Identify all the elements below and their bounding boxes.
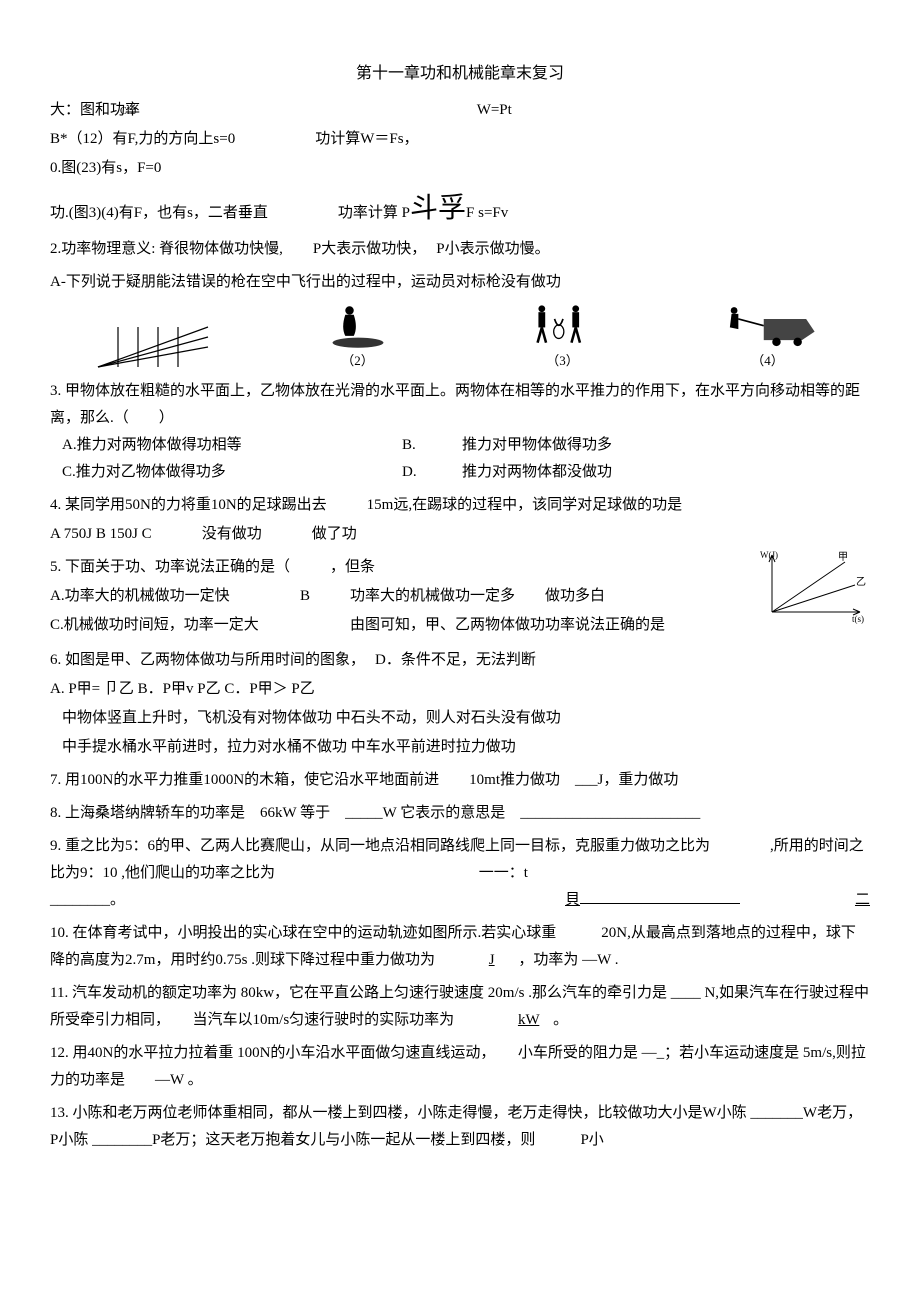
q6-line1: 中物体竖直上升时，飞机没有对物体做功 中石头不动，则人对石头没有做功 <box>50 705 870 732</box>
q9-line2-right: 二 <box>855 887 870 914</box>
q9-line2-left: ________。 <box>50 887 125 914</box>
q6: 6. 如图是甲、乙两物体做功与所用时间的图象， D．条件不足，无法判断 <box>50 647 870 674</box>
drawing-4: （4） <box>698 302 838 372</box>
chart-label-yi: 乙 <box>856 576 866 588</box>
drawing-2-cap: （2） <box>341 349 374 372</box>
q4-opts: A 750J B 150J C 没有做功 做了功 <box>50 521 870 548</box>
q4-opts-c: 没有做功 <box>202 521 262 548</box>
q5b-label: B <box>300 583 350 610</box>
row1-right: W=Pt <box>477 97 512 124</box>
q6-line2: 中手提水桶水平前进时，拉力对水桶不做功 中车水平前进时拉力做功 <box>50 734 870 761</box>
row-6: A-下列说于疑朋能法错误的枪在空中飞行出的过程中，运动员对标枪没有做功 <box>50 269 870 296</box>
q6d: D．条件不足，无法判断 <box>375 647 536 674</box>
q10-j: J <box>489 952 495 968</box>
row1-sup: CLJ <box>120 103 137 121</box>
q11: 11. 汽车发动机的额定功率为 80kw，它在平直公路上匀速行驶速度 20m/s… <box>50 980 870 1034</box>
chart-label-jia: 甲 <box>838 552 848 563</box>
row-4: 功.(图3)(4)有F，也有s，二者垂直 功率计算 P 斗孚 F s=Fv <box>50 184 870 234</box>
page-title: 第十一章功和机械能章末复习 <box>50 60 870 89</box>
q10-tail: ，功率为 —W . <box>518 952 618 968</box>
q5a: A.功率大的机械做功一定快 <box>50 583 300 610</box>
q5-opts-row1: A.功率大的机械做功一定快 B 功率大的机械做功一定多 做功多白 <box>50 583 750 610</box>
q5: 5. 下面关于功、功率说法正确的是（ ，但条 <box>50 554 750 581</box>
q5b-tail: 做功多白 <box>545 583 605 610</box>
row5-right: P小表示做功慢。 <box>436 236 549 263</box>
q4: 4. 某同学用50N的力将重10N的足球踢出去 15m远,在踢球的过程中，该同学… <box>50 492 870 519</box>
row4-mid: 功率计算 P <box>338 200 410 227</box>
row4-right: F s=Fv <box>466 200 508 227</box>
q10: 10. 在体育考试中，小明投出的实心球在空中的运动轨迹如图所示.若实心球重 20… <box>50 920 870 974</box>
row5-left: 2.功率物理意义: 脊很物体做功快慢, <box>50 236 283 263</box>
row-5: 2.功率物理意义: 脊很物体做功快慢, P大表示做功快， P小表示做功慢。 <box>50 236 870 263</box>
q3-opts-row2: C.推力对乙物体做得功多 D. 推力对两物体都没做功 <box>50 459 870 486</box>
q3b: 推力对甲物体做得功多 <box>462 432 612 459</box>
drawings-row: （2） （3） （4） <box>50 302 870 372</box>
row2-left: B*（12）有F,力的方向上s=0 <box>50 126 235 153</box>
q3a: A.推力对两物体做得功相等 <box>62 432 402 459</box>
drawing-1 <box>83 302 223 372</box>
drawing-3-cap: （3） <box>546 349 579 372</box>
q6-left: 6. 如图是甲、乙两物体做功与所用时间的图象， <box>50 647 365 674</box>
q5-comma: ，但条 <box>330 554 375 581</box>
q5b: 功率大的机械做功一定多 <box>350 583 515 610</box>
q8: 8. 上海桑塔纳牌轿车的功率是 66kW 等于 _____W 它表示的意思是 _… <box>50 800 870 827</box>
q4-left: 4. 某同学用50N的力将重10N的足球踢出去 <box>50 492 327 519</box>
q3c: C.推力对乙物体做得功多 <box>62 459 402 486</box>
row4-left: 功.(图3)(4)有F，也有s，二者垂直 <box>50 200 268 227</box>
q5-left: 5. 下面关于功、功率说法正确的是（ <box>50 554 290 581</box>
drawing-2: （2） <box>288 302 428 372</box>
q7: 7. 用100N的水平力推重1000N的木箱，使它沿水平地面前进 10mt推力做… <box>50 767 870 794</box>
q5-opts-row2: C.机械做功时间短，功率一定大 由图可知，甲、乙两物体做功功率说法正确的是 <box>50 612 750 639</box>
q4-opts-a: A 750J B 150J C <box>50 521 152 548</box>
q3: 3. 甲物体放在粗糙的水平面上，乙物体放在光滑的水平面上。两物体在相等的水平推力… <box>50 378 870 432</box>
q13: 13. 小陈和老万两位老师体重相同，都从一楼上到四楼，小陈走得慢，老万走得快，比… <box>50 1100 870 1154</box>
q3-opts-row1: A.推力对两物体做得功相等 B. 推力对甲物体做得功多 <box>50 432 870 459</box>
row3-left: 0.图(23)有s，F=0 <box>50 155 161 182</box>
row2-mid: 功计算W＝Fs， <box>315 126 418 153</box>
q9-tail: 一一：t <box>479 865 528 881</box>
drawing-4-cap: （4） <box>751 349 784 372</box>
row-2: B*（12）有F,力的方向上s=0 功计算W＝Fs， <box>50 126 870 153</box>
chart-xlabel: t(s) <box>852 614 864 624</box>
q9-text: 9. 重之比为5：6的甲、乙两人比赛爬山，从同一地点沿相同路线爬上同一目标，克服… <box>50 838 864 881</box>
q5c-tail: 由图可知，甲、乙两物体做功功率说法正确的是 <box>350 612 665 639</box>
q6a: A. P甲= 卩乙 B．P甲v P乙 C．P甲＞ P乙 <box>50 676 870 703</box>
row-3: 0.图(23)有s，F=0 <box>50 155 870 182</box>
row4-frac: 斗孚 <box>410 184 466 234</box>
wj-chart: 甲 乙 W(J) t(s) <box>760 550 870 625</box>
q4-opts-d: 做了功 <box>312 521 357 548</box>
q3d: 推力对两物体都没做功 <box>462 459 612 486</box>
row-1: 大：图和功率 CLJ W=Pt <box>50 97 870 124</box>
q3d-label: D. <box>402 459 462 486</box>
chart-ylabel: W(J) <box>760 550 778 560</box>
q9-line2: ________。 貝 二 <box>50 887 870 914</box>
q11-kw: kW <box>518 1012 539 1028</box>
q3b-label: B. <box>402 432 462 459</box>
q10-text: 10. 在体育考试中，小明投出的实心球在空中的运动轨迹如图所示.若实心球重 20… <box>50 925 856 968</box>
q5c: C.机械做功时间短，功率一定大 <box>50 612 350 639</box>
q9: 9. 重之比为5：6的甲、乙两人比赛爬山，从同一地点沿相同路线爬上同一目标，克服… <box>50 833 870 887</box>
q9-line2-mid: 貝 <box>565 887 580 914</box>
q12: 12. 用40N的水平拉力拉着重 100N的小车沿水平面做匀速直线运动， 小车所… <box>50 1040 870 1094</box>
drawing-3: （3） <box>493 302 633 372</box>
q4-mid: 15m远,在踢球的过程中，该同学对足球做的功是 <box>367 492 682 519</box>
q11-dot: 。 <box>553 1012 568 1028</box>
q11-text: 11. 汽车发动机的额定功率为 80kw，它在平直公路上匀速行驶速度 20m/s… <box>50 985 869 1028</box>
row5-mid: P大表示做功快， <box>313 236 426 263</box>
